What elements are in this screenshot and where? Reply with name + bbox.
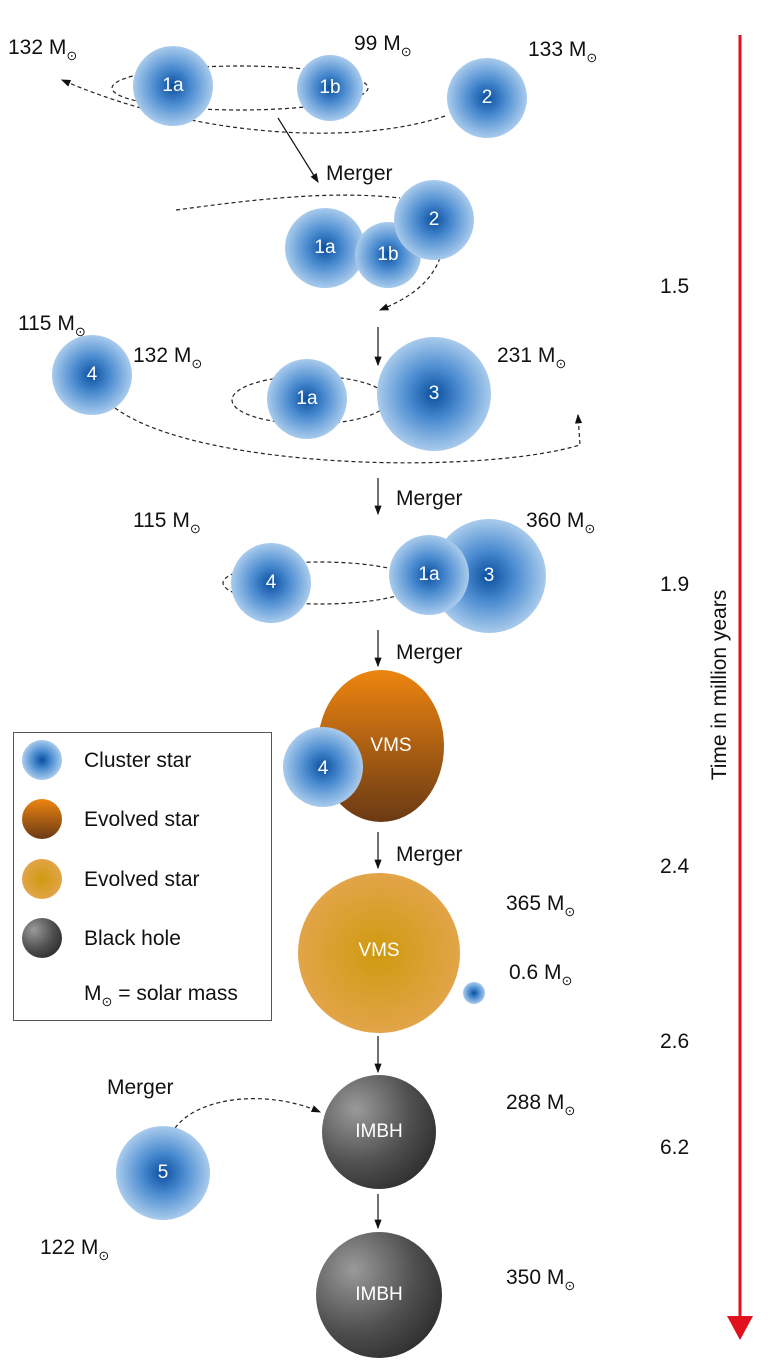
star-5 [116, 1126, 210, 1220]
time-tick: 1.9 [660, 573, 689, 596]
time-axis: Time in million years 1.5 1.9 2.4 2.6 6.… [660, 35, 753, 1340]
svg-text:M⊙ = solar mass: M⊙ = solar mass [84, 982, 238, 1009]
svg-text:VMS: VMS [370, 735, 411, 756]
svg-text:4: 4 [266, 572, 277, 593]
star-small [463, 982, 485, 1004]
star-2 [447, 58, 527, 138]
legend: Cluster star Evolved star Evolved star B… [13, 732, 272, 1021]
merger-label: Merger [396, 641, 463, 664]
path-star-2-ejected [378, 257, 441, 311]
svg-text:1b: 1b [377, 244, 398, 265]
svg-text:115 M⊙: 115 M⊙ [133, 509, 201, 536]
merger-label: Merger [107, 1076, 174, 1099]
time-axis-title: Time in million years [708, 590, 731, 781]
legend-black-hole-icon [22, 918, 62, 958]
legend-evolved-yellow-icon [22, 859, 62, 899]
svg-text:132 M⊙: 132 M⊙ [133, 344, 202, 371]
svg-text:Evolved star: Evolved star [84, 868, 200, 891]
svg-text:288 M⊙: 288 M⊙ [506, 1091, 575, 1118]
legend-cluster-star-icon [22, 740, 62, 780]
svg-text:VMS: VMS [358, 940, 399, 961]
svg-text:1a: 1a [162, 75, 184, 96]
star-vms-evolved-yellow [298, 873, 460, 1033]
svg-text:Cluster star: Cluster star [84, 749, 191, 772]
path-star-5 [174, 1098, 322, 1129]
merger-label: Merger [326, 162, 393, 185]
time-tick: 2.6 [660, 1030, 689, 1053]
star-3 [432, 519, 546, 633]
star-3 [377, 337, 491, 451]
star-1b [297, 55, 363, 121]
step-arrows [277, 117, 382, 1230]
mass-labels: 132 M⊙ 99 M⊙ 133 M⊙ 115 M⊙ 132 M⊙ 231 M⊙… [8, 32, 597, 1293]
star-1a [267, 359, 347, 439]
svg-text:Black hole: Black hole [84, 927, 181, 950]
svg-text:350 M⊙: 350 M⊙ [506, 1266, 575, 1293]
svg-text:115 M⊙: 115 M⊙ [18, 312, 86, 339]
star-4 [52, 335, 132, 415]
svg-text:IMBH: IMBH [355, 1121, 403, 1142]
time-arrow-head [727, 1316, 753, 1340]
svg-text:IMBH: IMBH [355, 1284, 403, 1305]
svg-text:Evolved star: Evolved star [84, 808, 200, 831]
time-tick: 2.4 [660, 855, 690, 878]
svg-text:0.6 M⊙: 0.6 M⊙ [509, 961, 572, 988]
svg-text:231 M⊙: 231 M⊙ [497, 344, 566, 371]
stars: 1a 1b 2 1a 1b 2 4 1a 3 4 3 1a VMS 4 VMS … [52, 46, 546, 1358]
svg-text:2: 2 [429, 209, 440, 230]
svg-text:365 M⊙: 365 M⊙ [506, 892, 575, 919]
svg-text:122 M⊙: 122 M⊙ [40, 1236, 109, 1263]
svg-text:1a: 1a [296, 388, 318, 409]
star-1a [133, 46, 213, 126]
svg-text:4: 4 [318, 758, 329, 779]
svg-text:1a: 1a [314, 237, 336, 258]
imbh [322, 1075, 436, 1189]
time-tick: 1.5 [660, 275, 689, 298]
svg-text:2: 2 [482, 87, 493, 108]
imbh-final [316, 1232, 442, 1358]
svg-text:3: 3 [429, 383, 440, 404]
path-incoming-2 [175, 194, 401, 211]
svg-text:133 M⊙: 133 M⊙ [528, 38, 597, 65]
svg-text:1a: 1a [418, 564, 440, 585]
svg-text:360 M⊙: 360 M⊙ [526, 509, 595, 536]
svg-text:5: 5 [158, 1162, 169, 1183]
orbit-1a-1b [111, 65, 369, 111]
svg-text:1b: 1b [319, 77, 340, 98]
star-1a [389, 535, 469, 615]
star-1a [285, 208, 365, 288]
merger-label: Merger [396, 843, 463, 866]
svg-text:99 M⊙: 99 M⊙ [354, 32, 412, 59]
svg-text:132 M⊙: 132 M⊙ [8, 36, 77, 63]
star-2 [394, 180, 474, 260]
svg-text:3: 3 [484, 565, 495, 586]
merger-label: Merger [396, 487, 463, 510]
time-tick: 6.2 [660, 1136, 689, 1159]
star-4 [283, 727, 363, 807]
svg-text:4: 4 [87, 364, 98, 385]
legend-evolved-orange-icon [22, 799, 62, 839]
path-star-4 [114, 407, 583, 464]
path-star-2 [60, 79, 446, 134]
star-4 [231, 543, 311, 623]
